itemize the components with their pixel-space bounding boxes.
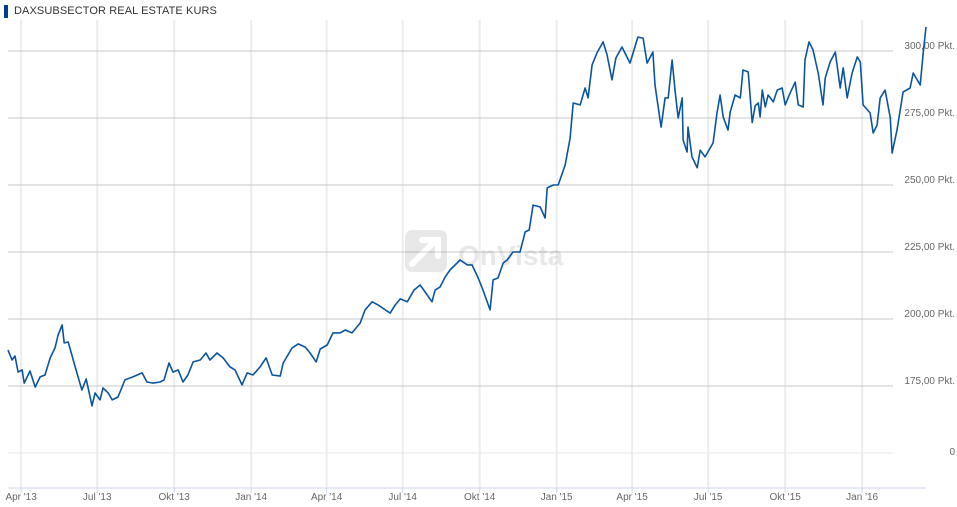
x-tick-label: Apr '14 xyxy=(311,492,343,503)
x-tick-label: Jul '14 xyxy=(388,492,417,503)
x-tick-label: Jan '14 xyxy=(235,492,267,503)
x-tick-label: Jan '15 xyxy=(541,492,573,503)
onvista-watermark: OnVista xyxy=(405,230,564,272)
y-tick-label: 250,00 Pkt. xyxy=(904,175,955,186)
y-tick-label-zero: 0 xyxy=(949,447,955,458)
y-tick-label: 175,00 Pkt. xyxy=(904,376,955,387)
series-line xyxy=(7,26,927,407)
chart-title: DAXSUBSECTOR REAL ESTATE KURS xyxy=(4,4,217,18)
y-tick-label: 200,00 Pkt. xyxy=(904,309,955,320)
chart-title-text: DAXSUBSECTOR REAL ESTATE KURS xyxy=(14,5,217,17)
x-axis-ticks: Apr '13 Jul '13 Okt '13 Jan '14 Apr '14 Jul '… xyxy=(5,488,879,503)
vertical-gridlines xyxy=(20,20,864,488)
y-axis-ticks: 300,00 Pkt. 275,00 Pkt. 250,00 Pkt. 225,00 … xyxy=(904,41,955,458)
x-tick-label: Jan '16 xyxy=(846,492,878,503)
x-tick-label: Okt '13 xyxy=(158,492,190,503)
x-tick-label: Jul '15 xyxy=(694,492,723,503)
x-tick-label: Okt '14 xyxy=(464,492,496,503)
x-tick-label: Apr '15 xyxy=(616,492,648,503)
y-tick-label: 275,00 Pkt. xyxy=(904,108,955,119)
title-accent-bar xyxy=(4,4,8,18)
y-tick-label: 225,00 Pkt. xyxy=(904,242,955,253)
x-tick-label: Jul '13 xyxy=(83,492,112,503)
horizontal-gridlines xyxy=(8,50,893,454)
x-tick-label: Okt '15 xyxy=(769,492,801,503)
x-tick-label: Apr '13 xyxy=(5,492,37,503)
y-tick-label: 300,00 Pkt. xyxy=(904,41,955,52)
